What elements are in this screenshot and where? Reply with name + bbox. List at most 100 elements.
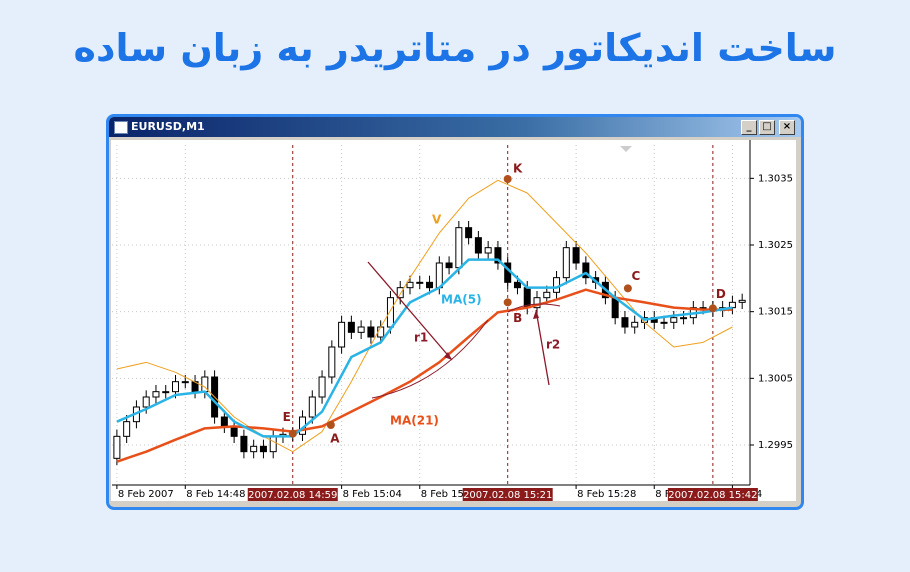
window-icon xyxy=(114,121,128,134)
marker-label-box xyxy=(667,488,758,501)
candle-body xyxy=(513,281,521,289)
candle-body xyxy=(338,321,346,348)
point-label: K xyxy=(513,162,523,176)
candle-body xyxy=(543,291,551,299)
candle-body xyxy=(474,237,482,254)
marker-label: 2007.02.08 15:42 xyxy=(668,490,757,501)
candle-body xyxy=(738,299,746,303)
marker-label: 2007.02.08 14:59 xyxy=(248,490,337,501)
y-tick-label: 1.3035 xyxy=(758,173,793,184)
candle-body xyxy=(230,425,238,437)
point-label: E xyxy=(283,410,291,424)
scroll-marker xyxy=(620,146,632,152)
line-series xyxy=(116,258,733,438)
x-tick-label: 8 Feb 15:04 xyxy=(343,489,402,500)
line-series xyxy=(116,179,733,453)
arrow-head xyxy=(533,310,539,319)
candle-body xyxy=(465,227,473,239)
point-label: D xyxy=(716,287,726,301)
chart-background xyxy=(111,140,796,501)
point xyxy=(288,429,297,438)
candle-body xyxy=(162,391,170,394)
x-tick-label: 8 Feb 14:48 xyxy=(186,489,245,500)
candle-body xyxy=(367,326,375,338)
point xyxy=(503,298,512,307)
candle-body xyxy=(670,317,678,323)
candle-body xyxy=(386,297,394,328)
candle-body xyxy=(259,445,267,453)
candle-body xyxy=(406,281,414,289)
candle-body xyxy=(142,396,150,408)
candle-body xyxy=(631,321,639,328)
maximize-button[interactable]: □ xyxy=(759,120,775,135)
curve xyxy=(371,319,489,399)
close-button[interactable]: × xyxy=(779,120,795,135)
marker-label-box xyxy=(247,488,338,501)
curve xyxy=(507,303,561,313)
point xyxy=(623,284,632,293)
annotation: r2 xyxy=(546,338,560,352)
candle-body xyxy=(172,381,180,393)
point-label: C xyxy=(631,269,640,283)
point-label: B xyxy=(513,311,522,325)
point-label: A xyxy=(330,432,340,446)
series-label: MA(21) xyxy=(390,414,439,428)
plot xyxy=(112,140,754,489)
annotation: r1 xyxy=(414,331,428,345)
candle-body xyxy=(318,376,326,398)
candle-body xyxy=(621,317,629,328)
candle-body xyxy=(396,287,404,299)
candle-body xyxy=(220,416,228,427)
series-label: V xyxy=(432,213,442,227)
candle-body xyxy=(308,396,316,418)
y-tick-label: 1.3005 xyxy=(758,373,793,384)
candle-body xyxy=(328,346,336,378)
page-title: ساخت اندیکاتور در متاتریدر به زبان ساده xyxy=(73,26,837,70)
marker-label: 2007.02.08 15:21 xyxy=(463,490,552,501)
point xyxy=(708,304,717,313)
candle-body xyxy=(416,281,424,284)
candle-body xyxy=(582,262,590,279)
candle-body xyxy=(445,262,453,269)
candle-body xyxy=(426,281,434,289)
y-tick-label: 1.2995 xyxy=(758,440,793,451)
candle-body xyxy=(181,381,189,384)
arrow-head xyxy=(444,352,452,360)
candle-body xyxy=(113,435,121,459)
candle-body xyxy=(123,421,131,437)
candle-body xyxy=(572,247,580,264)
candle-body xyxy=(533,297,541,309)
line-series xyxy=(116,288,733,463)
y-tick-label: 1.3015 xyxy=(758,307,793,318)
point xyxy=(503,175,512,183)
y-tick-label: 1.3025 xyxy=(758,240,793,251)
series-label: MA(5) xyxy=(441,293,482,307)
candle-body xyxy=(494,247,502,264)
candle-body xyxy=(680,317,688,320)
candle-body xyxy=(269,435,277,453)
candle-body xyxy=(455,227,463,269)
arrow xyxy=(535,309,550,386)
window-title: EURUSD,M1 xyxy=(131,120,205,133)
candle-body xyxy=(152,391,160,398)
candle-body xyxy=(347,321,355,333)
candle-body xyxy=(553,277,561,293)
x-tick-label: 8 Feb 15 xyxy=(421,489,464,500)
candle-body xyxy=(250,445,258,453)
candle-body xyxy=(562,247,570,279)
title-bar: EURUSD,M1 _ □ × xyxy=(109,117,801,137)
decorations xyxy=(367,146,632,399)
x-tick-label: 8 Feb 15:28 xyxy=(577,489,636,500)
candle-body xyxy=(240,435,248,453)
candle-body xyxy=(377,326,385,338)
candle-body xyxy=(660,321,668,324)
x-tick-label: 8 Feb 2007 xyxy=(118,489,174,500)
candle-body xyxy=(484,247,492,254)
marker-label-box xyxy=(462,488,553,501)
minimize-button[interactable]: _ xyxy=(741,120,757,135)
candle-body xyxy=(357,326,365,333)
arrow xyxy=(367,261,453,361)
point xyxy=(326,421,335,429)
